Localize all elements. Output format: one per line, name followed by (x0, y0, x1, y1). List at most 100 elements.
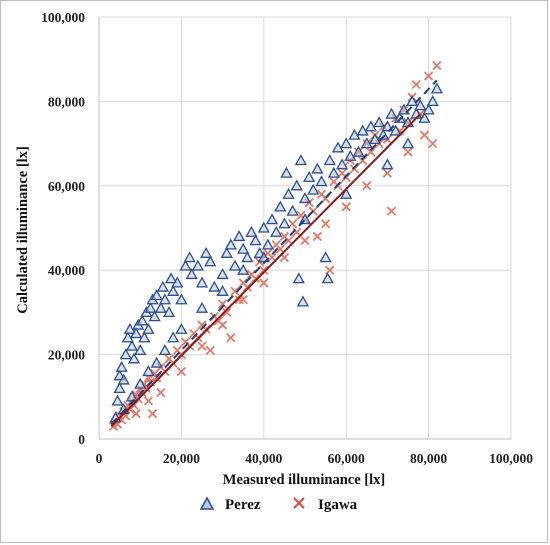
y-tick-label: 80,000 (48, 94, 85, 109)
y-tick-label: 0 (78, 432, 85, 447)
igawa-point (312, 231, 322, 242)
igawa-point (300, 236, 310, 246)
perez-point (154, 301, 167, 313)
perez-point (331, 141, 345, 153)
perez-point (406, 95, 419, 107)
igawa-point-stroke (312, 231, 322, 242)
perez-point (274, 200, 287, 212)
igawa-point-stroke (197, 320, 207, 330)
igawa-point-stroke (271, 240, 281, 250)
x-tick-label: 20,000 (163, 451, 200, 466)
perez-point (414, 99, 427, 111)
perez-point (368, 133, 382, 145)
igawa-point-stroke (419, 130, 430, 140)
perez-point (204, 255, 217, 267)
y-tick-label: 100,000 (41, 10, 85, 25)
igawa-point-stroke (386, 206, 397, 216)
igawa-point-stroke (411, 79, 421, 90)
perez-point (356, 124, 369, 136)
igawa-point-stroke (279, 252, 290, 263)
perez-point (224, 238, 237, 250)
x-tick-label: 80,000 (410, 451, 447, 466)
igawa-point-stroke (267, 252, 277, 263)
igawa-point (341, 202, 351, 212)
perez-point (237, 263, 250, 275)
igawa-point (143, 396, 154, 406)
igawa-point-stroke (250, 274, 261, 284)
perez-point (232, 230, 246, 242)
legend-igawa-label: Igawa (318, 497, 358, 513)
igawa-point-stroke (152, 373, 162, 383)
perez-point (249, 234, 262, 246)
igawa-point (230, 286, 240, 296)
perez-point (208, 280, 221, 292)
igawa-point (197, 341, 207, 351)
igawa-point (320, 219, 331, 229)
perez-point (344, 149, 357, 161)
igawa-point-stroke (292, 227, 302, 237)
perez-point (136, 314, 149, 326)
perez-point (142, 365, 155, 377)
perez-point (303, 171, 316, 183)
igawa-point (147, 409, 158, 419)
perez-point (121, 331, 134, 343)
perez-point (348, 128, 361, 140)
perez-point (156, 280, 169, 292)
perez-point (167, 331, 180, 343)
perez-point (150, 289, 163, 301)
perez-point (261, 238, 275, 250)
igawa-point (428, 138, 438, 149)
perez-point (377, 128, 390, 140)
igawa-point (250, 274, 261, 284)
perez-point (245, 225, 258, 237)
igawa-point (358, 155, 368, 166)
grid-lines (99, 16, 512, 439)
perez-point (327, 166, 340, 178)
axes (98, 17, 511, 440)
perez-point (389, 124, 402, 136)
igawa-point-stroke (300, 236, 310, 246)
igawa-point (259, 278, 269, 288)
tick-labels: 00 20,000 20,000 40,000 40,000 60,000 60,000 80… (41, 10, 533, 466)
igawa-point-stroke (320, 219, 331, 229)
legend-item-perez: Perez (199, 496, 261, 513)
perez-point (167, 284, 180, 296)
igawa-point-stroke (246, 269, 257, 280)
igawa-point (288, 219, 298, 229)
perez-point (290, 179, 303, 191)
igawa-point-stroke (147, 409, 158, 419)
igawa-point-stroke (423, 71, 434, 81)
perez-point (241, 251, 254, 263)
igawa-point (403, 147, 413, 157)
perez-point (228, 259, 242, 271)
perez-point (426, 95, 439, 107)
data-points (108, 60, 443, 431)
perez-point (385, 107, 398, 119)
igawa-point (432, 60, 442, 71)
perez-point (340, 187, 353, 199)
igawa-point-stroke (172, 345, 182, 356)
igawa-point-stroke (222, 307, 232, 318)
perez-point (123, 322, 137, 334)
perez-point (373, 116, 386, 128)
x-tick-label: 0 (96, 451, 103, 466)
perez-point (265, 213, 279, 225)
perez-point (175, 293, 188, 305)
perez-point (237, 242, 250, 254)
igawa-point-stroke (358, 155, 368, 166)
perez-point (311, 162, 324, 174)
igawa-point (131, 409, 141, 419)
igawa-point (349, 164, 360, 174)
igawa-point-stroke (279, 231, 290, 242)
perez-point (286, 204, 299, 216)
igawa-point-stroke (432, 60, 442, 71)
perez-point (191, 259, 204, 271)
perez-point (148, 310, 161, 322)
igawa-point-stroke (238, 278, 248, 288)
igawa-point-stroke (129, 400, 139, 410)
perez-point (418, 111, 431, 123)
igawa-point-stroke (217, 320, 228, 330)
x-axis-title: Measured illuminance [lx] (223, 472, 385, 488)
perez-point (129, 327, 143, 339)
